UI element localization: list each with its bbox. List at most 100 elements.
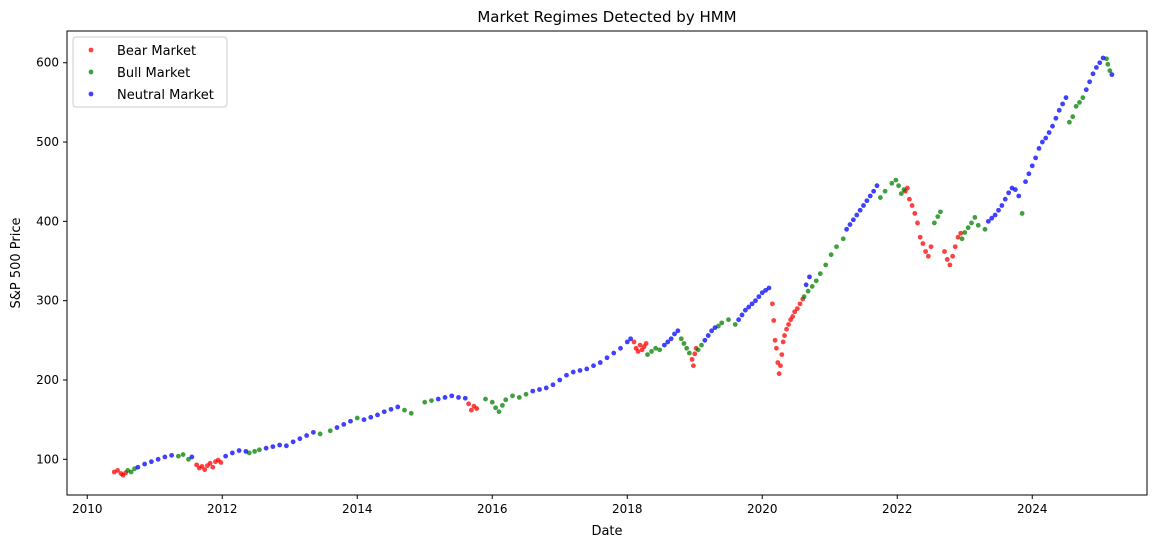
bull-market-point	[935, 214, 941, 220]
bear-market-point	[780, 339, 786, 345]
neutral-market-point	[1093, 65, 1099, 70]
x-tick-label: 2022	[882, 502, 913, 516]
bull-market-point	[965, 225, 971, 231]
neutral-market-point	[766, 285, 772, 291]
bear-market-point	[692, 351, 698, 357]
bull-market-point	[516, 395, 522, 400]
legend-box	[72, 36, 228, 108]
bull-market-point	[180, 452, 186, 457]
neutral-market-point	[705, 333, 711, 338]
y-tick-label: 500	[36, 135, 59, 149]
bear-market-point	[944, 257, 950, 262]
neutral-market-point	[759, 290, 765, 296]
neutral-market-point	[142, 461, 148, 467]
bull-market-point	[128, 469, 134, 475]
bull-market-point	[893, 177, 899, 183]
bull-market-point	[877, 195, 883, 200]
neutral-market-point	[334, 425, 340, 430]
neutral-market-point	[169, 452, 175, 458]
neutral-market-point	[999, 203, 1005, 208]
neutral-market-point	[985, 218, 991, 224]
bull-market-point	[252, 448, 258, 454]
neutral-market-point	[449, 393, 455, 399]
bear-market-point	[790, 314, 796, 319]
bull-market-point	[719, 320, 725, 326]
x-tick-label: 2016	[477, 502, 508, 516]
neutral-market-point	[857, 207, 863, 213]
bear-market-point	[923, 249, 928, 254]
legend-label-neutral-market: Neutral Market	[117, 88, 214, 103]
legend-marker-bull-market	[88, 69, 94, 75]
bear-market-point	[925, 253, 931, 259]
bull-market-point	[510, 393, 515, 399]
bear-market-point	[771, 318, 777, 323]
neutral-market-point	[618, 345, 623, 351]
bull-market-point	[695, 347, 701, 353]
neutral-market-point	[844, 226, 850, 232]
bear-market-point	[691, 363, 696, 369]
bear-market-point	[792, 309, 798, 315]
x-tick-label: 2020	[747, 502, 778, 516]
bull-market-point	[678, 336, 684, 342]
neutral-market-point	[537, 387, 542, 392]
x-tick-label: 2010	[72, 502, 103, 516]
bear-market-point	[775, 360, 781, 365]
y-axis-ticks: 100 200 300 400 500 600	[36, 56, 67, 466]
plot-frame	[66, 30, 1148, 496]
bull-market-point	[898, 191, 904, 196]
neutral-market-point	[992, 212, 998, 218]
neutral-market-point	[871, 188, 877, 194]
neutral-market-point	[1036, 145, 1042, 151]
bull-market-point	[1080, 95, 1086, 101]
neutral-market-point	[753, 298, 758, 304]
bull-market-point	[1107, 68, 1113, 74]
neutral-market-point	[712, 325, 718, 331]
bear-market-point	[947, 262, 953, 268]
bull-market-point	[805, 288, 811, 294]
y-tick-label: 200	[36, 373, 59, 387]
bull-market-point	[726, 317, 731, 323]
bull-market-point	[499, 402, 505, 408]
bear-market-point	[786, 322, 791, 327]
neutral-market-point	[1060, 101, 1066, 107]
neutral-market-point	[675, 328, 681, 334]
neutral-market-point	[597, 360, 603, 365]
neutral-market-point	[749, 301, 755, 307]
neutral-market-point	[736, 317, 742, 323]
bear-market-point	[776, 371, 782, 377]
neutral-market-point	[564, 372, 569, 378]
neutral-market-point	[543, 385, 549, 391]
neutral-market-point	[1006, 190, 1012, 196]
bull-market-point	[975, 222, 981, 228]
bull-market-point	[834, 244, 839, 250]
neutral-market-point	[611, 350, 617, 356]
bear-market-point	[907, 196, 912, 202]
neutral-market-point	[702, 337, 708, 343]
neutral-market-point	[665, 339, 671, 345]
bull-market-point	[938, 209, 943, 215]
neutral-market-point	[1100, 55, 1106, 61]
bull-market-point	[1077, 99, 1082, 105]
bull-market-point	[813, 278, 819, 284]
neutral-market-point	[1012, 187, 1018, 193]
neutral-market-point	[557, 377, 563, 383]
data-points	[111, 55, 1115, 478]
bull-market-point	[732, 322, 738, 327]
bear-market-point	[909, 203, 915, 208]
bull-market-point	[402, 407, 407, 413]
bull-market-point	[422, 399, 428, 405]
neutral-market-point	[341, 422, 347, 427]
bear-market-point	[631, 339, 637, 345]
neutral-market-point	[395, 404, 401, 410]
bear-market-point	[474, 406, 480, 411]
neutral-market-point	[368, 414, 374, 420]
neutral-market-point	[361, 417, 367, 423]
legend-marker-bear-market	[88, 47, 94, 53]
bear-market-point	[782, 333, 787, 338]
neutral-market-point	[1046, 130, 1052, 135]
bull-market-point	[1019, 211, 1025, 216]
x-axis-ticks: 2010 2012 2014 2016 2018 2020 2022 2024	[72, 495, 1048, 516]
neutral-market-point	[604, 355, 610, 361]
neutral-market-point	[1097, 60, 1103, 66]
